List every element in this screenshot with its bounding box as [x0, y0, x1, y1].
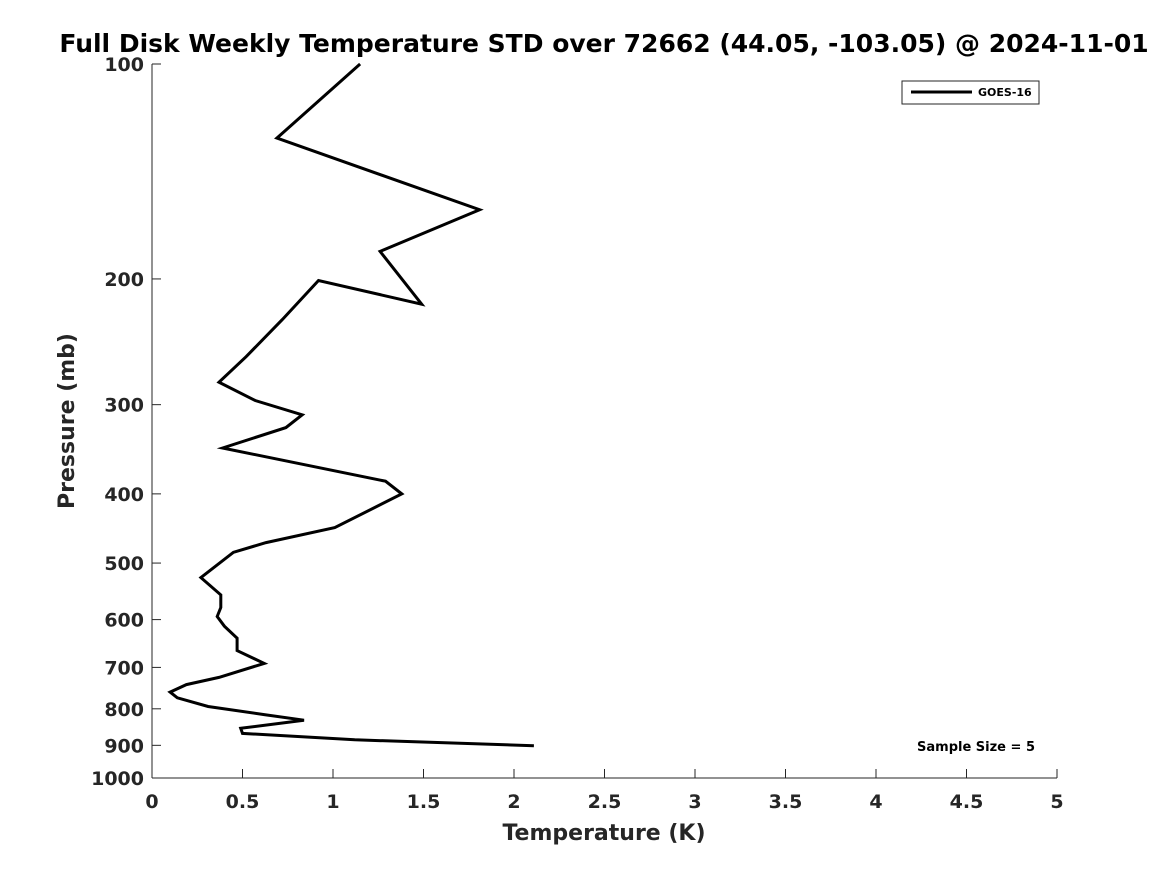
axes: [151, 64, 1057, 779]
y-tick-label: 500: [104, 553, 144, 575]
plot-area: [167, 62, 534, 748]
y-tick-label: 900: [104, 735, 144, 757]
x-tick-label: 4: [869, 791, 882, 813]
y-ticks: 100 200 300 400 500 600 700 800 900 1000: [91, 54, 161, 790]
y-axis-label: Pressure (mb): [55, 333, 80, 509]
legend: GOES-16: [901, 80, 1040, 105]
x-tick-label: 2: [507, 791, 520, 813]
legend-label-goes-16: GOES-16: [978, 86, 1032, 99]
y-tick-label: 700: [104, 657, 144, 679]
y-tick-label: 1000: [91, 768, 144, 790]
x-tick-label: 2.5: [588, 791, 622, 813]
x-tick-label: 3: [688, 791, 701, 813]
x-tick-label: 1: [326, 791, 339, 813]
x-tick-label: 3.5: [769, 791, 803, 813]
y-tick-label: 600: [104, 610, 144, 632]
y-tick-label: 400: [104, 484, 144, 506]
chart-title: Full Disk Weekly Temperature STD over 72…: [59, 29, 1148, 58]
sample-size-annotation: Sample Size = 5: [917, 740, 1035, 755]
x-tick-label: 4.5: [950, 791, 984, 813]
x-ticks: 0 0.5 1 1.5 2 2.5 3 3.5 4 4.5 5: [145, 769, 1064, 813]
y-tick-label: 300: [104, 395, 144, 417]
x-tick-label: 1.5: [407, 791, 441, 813]
x-tick-label: 0: [145, 791, 158, 813]
series-line-goes-16: [167, 62, 534, 748]
x-tick-label: 0.5: [226, 791, 260, 813]
y-tick-label: 200: [104, 269, 144, 291]
x-tick-label: 5: [1050, 791, 1063, 813]
y-tick-label: 800: [104, 699, 144, 721]
x-axis-label: Temperature (K): [502, 821, 705, 846]
y-tick-label: 100: [104, 54, 144, 76]
